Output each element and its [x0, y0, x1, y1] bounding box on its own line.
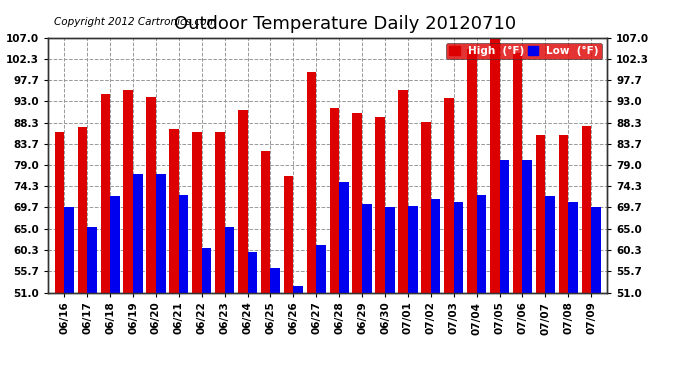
Bar [339, 182, 349, 292]
Bar [316, 245, 326, 292]
Bar [284, 176, 293, 292]
Bar [270, 268, 280, 292]
Bar [353, 112, 362, 292]
Bar [192, 132, 201, 292]
Bar [330, 108, 339, 292]
Bar [77, 127, 87, 292]
Bar [535, 135, 545, 292]
Bar [467, 49, 477, 292]
Legend: High  (°F), Low  (°F): High (°F), Low (°F) [446, 43, 602, 59]
Bar [454, 202, 464, 292]
Bar [582, 126, 591, 292]
Bar [179, 195, 188, 292]
Bar [431, 199, 440, 292]
Bar [522, 160, 532, 292]
Bar [559, 135, 569, 292]
Bar [513, 54, 522, 292]
Bar [225, 227, 235, 292]
Bar [421, 122, 431, 292]
Bar [398, 90, 408, 292]
Bar [306, 72, 316, 292]
Bar [110, 195, 120, 292]
Bar [500, 159, 509, 292]
Bar [124, 90, 133, 292]
Bar [87, 227, 97, 292]
Bar [146, 97, 156, 292]
Bar [375, 117, 385, 292]
Text: Copyright 2012 Cartronics.com: Copyright 2012 Cartronics.com [54, 17, 217, 27]
Bar [55, 132, 64, 292]
Bar [169, 129, 179, 292]
Bar [64, 207, 74, 292]
Text: Outdoor Temperature Daily 20120710: Outdoor Temperature Daily 20120710 [174, 15, 516, 33]
Bar [569, 202, 578, 292]
Bar [362, 204, 372, 292]
Bar [477, 195, 486, 292]
Bar [215, 132, 225, 292]
Bar [101, 94, 110, 292]
Bar [293, 286, 303, 292]
Bar [261, 152, 270, 292]
Bar [201, 248, 211, 292]
Bar [591, 207, 601, 292]
Bar [490, 36, 500, 292]
Bar [444, 98, 454, 292]
Bar [156, 174, 166, 292]
Bar [133, 174, 143, 292]
Bar [545, 195, 555, 292]
Bar [238, 110, 248, 292]
Bar [408, 207, 417, 292]
Bar [248, 252, 257, 292]
Bar [385, 207, 395, 292]
